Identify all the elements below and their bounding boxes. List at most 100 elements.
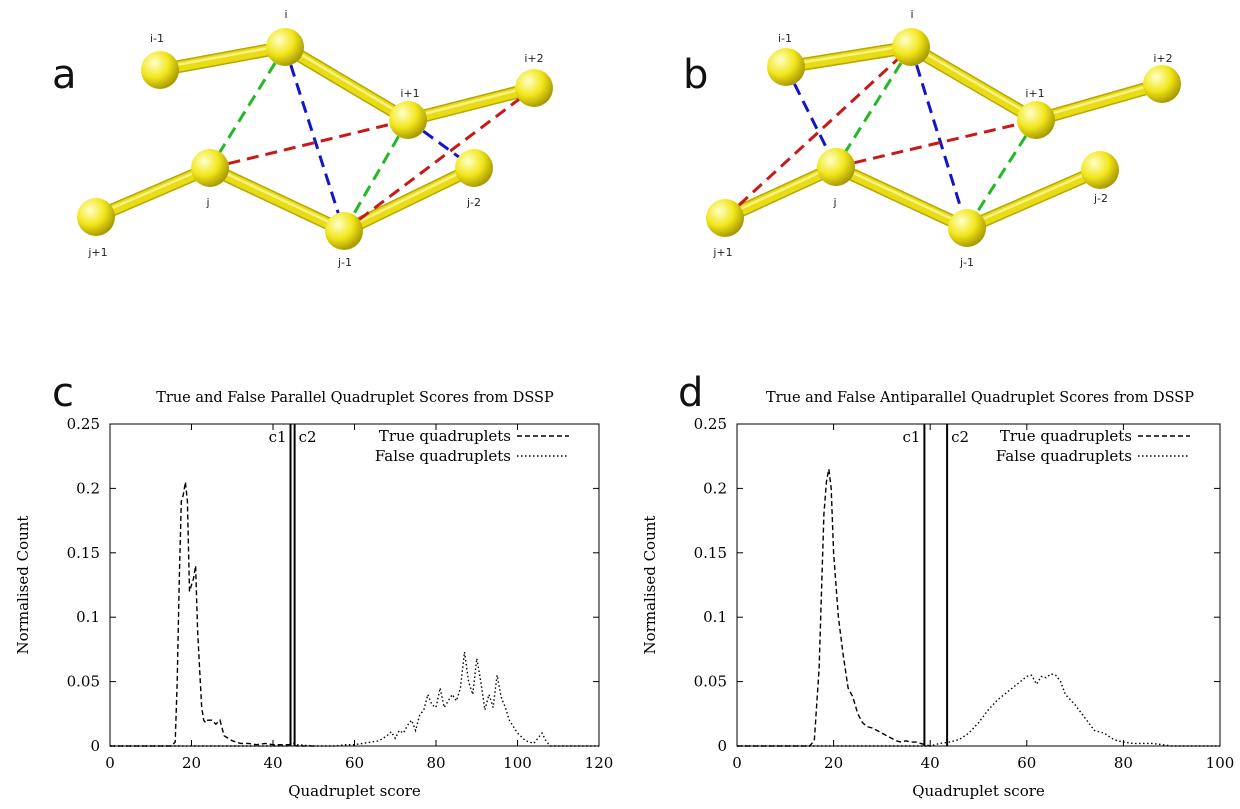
y-axis-label: Normalised Count — [14, 516, 32, 655]
bond-highlight — [965, 166, 1102, 228]
x-axis-label: Quadruplet score — [288, 782, 421, 800]
atom-label: j-1 — [959, 256, 974, 269]
x-tick-label: 60 — [345, 754, 364, 772]
atom-sphere — [767, 48, 805, 86]
cutoff-label: c1 — [902, 428, 920, 446]
legend-label: False quadruplets — [996, 447, 1132, 465]
atom-label: i-1 — [150, 32, 164, 45]
atom-sphere — [455, 149, 493, 187]
atom-label: j-2 — [1093, 192, 1108, 205]
y-tick-label: 0 — [90, 737, 100, 755]
bond-highlight — [909, 43, 1038, 120]
series-line-false — [110, 651, 599, 747]
atom-sphere — [141, 51, 179, 89]
red-dashed-line — [343, 86, 535, 233]
chart-title: True and False Parallel Quadruplet Score… — [156, 390, 554, 406]
atom-sphere — [892, 28, 930, 66]
x-tick-label: 100 — [1206, 754, 1235, 772]
bond — [91, 163, 215, 222]
red-dashed-line — [723, 45, 913, 220]
atom-sphere — [515, 69, 553, 107]
series-line-true — [737, 468, 931, 747]
atom-sphere — [325, 212, 363, 250]
bond-highlight — [208, 164, 346, 231]
chart-letter: d — [678, 370, 703, 416]
chart-c: c True and False Parallel Quadruplet Scor… — [14, 370, 613, 800]
bond — [280, 42, 413, 125]
legend-label: True quadruplets — [379, 427, 511, 445]
plot-frame — [109, 423, 600, 747]
bond-highlight — [406, 84, 536, 120]
y-tick-label: 0.05 — [67, 673, 100, 691]
atom-label: j — [205, 196, 209, 209]
atom-sphere — [1143, 65, 1181, 103]
atom-label: j-2 — [466, 196, 481, 209]
y-axis-label: Normalised Count — [641, 516, 659, 655]
x-axis-label: Quadruplet score — [912, 782, 1045, 800]
atom-sphere — [948, 209, 986, 247]
cutoff-label: c1 — [269, 428, 287, 446]
cutoff-label: c2 — [951, 428, 969, 446]
y-tick-label: 0.25 — [67, 415, 100, 433]
y-tick-label: 0.05 — [694, 673, 727, 691]
bond — [781, 42, 916, 72]
bond-highlight — [158, 43, 287, 70]
panel-letter: b — [683, 52, 708, 98]
plot-frame — [736, 423, 1221, 747]
atom-label: j+1 — [712, 246, 732, 259]
bond — [720, 162, 841, 223]
x-tick-label: 20 — [182, 754, 201, 772]
y-tick-label: 0.2 — [703, 479, 727, 497]
y-tick-label: 0 — [717, 737, 727, 755]
x-tick-label: 40 — [921, 754, 940, 772]
atom-label: i+1 — [400, 87, 419, 100]
bond — [962, 165, 1105, 233]
molecule-panel-b: b i-1 i i+1 i+2 j+1 j j-1 j-2 — [683, 8, 1181, 269]
x-tick-label: 80 — [1114, 754, 1133, 772]
bond — [339, 163, 479, 236]
bond — [403, 83, 539, 125]
atom-label: i+1 — [1025, 87, 1044, 100]
atom-sphere — [191, 149, 229, 187]
y-tick-label: 0.1 — [76, 608, 100, 626]
atom-label: j-1 — [337, 256, 352, 269]
chart-letter: c — [52, 370, 74, 416]
green-dashed-line — [834, 46, 913, 168]
x-tick-label: 100 — [503, 754, 532, 772]
bond-highlight — [94, 164, 212, 217]
bond — [906, 42, 1041, 125]
atom-sphere — [706, 199, 744, 237]
atom-label: j — [832, 196, 836, 209]
bond-highlight — [834, 163, 969, 228]
x-tick-label: 40 — [263, 754, 282, 772]
blue-dashed-line — [283, 46, 346, 232]
x-tick-label: 60 — [1017, 754, 1036, 772]
y-tick-label: 0.15 — [67, 544, 100, 562]
molecule-panels: a i-1 i i+1 i+2 j+1 j j-1 j-2 b i-1 i i+1 i+2 j+1 j j-1 j… — [52, 8, 1181, 269]
green-dashed-line — [208, 46, 287, 169]
red-dashed-line — [209, 118, 409, 170]
panel-letter: a — [52, 52, 77, 98]
x-tick-label: 0 — [105, 754, 115, 772]
x-tick-label: 20 — [824, 754, 843, 772]
atom-label: i-1 — [778, 32, 792, 45]
y-tick-label: 0.15 — [694, 544, 727, 562]
legend-label: False quadruplets — [375, 447, 511, 465]
green-dashed-line — [342, 119, 410, 232]
bond-highlight — [283, 43, 410, 120]
atom-sphere — [77, 198, 115, 236]
series-line-false — [737, 673, 1220, 747]
bond — [205, 163, 349, 236]
atom-sphere — [266, 28, 304, 66]
bond-highlight — [1034, 80, 1164, 120]
atom-label: i — [284, 8, 287, 21]
atom-label: i+2 — [1153, 52, 1172, 65]
x-tick-label: 0 — [732, 754, 742, 772]
atom-sphere — [817, 148, 855, 186]
series-line-true — [110, 481, 314, 747]
legend-label: True quadruplets — [1000, 427, 1132, 445]
bond-highlight — [342, 164, 476, 231]
y-tick-label: 0.1 — [703, 608, 727, 626]
